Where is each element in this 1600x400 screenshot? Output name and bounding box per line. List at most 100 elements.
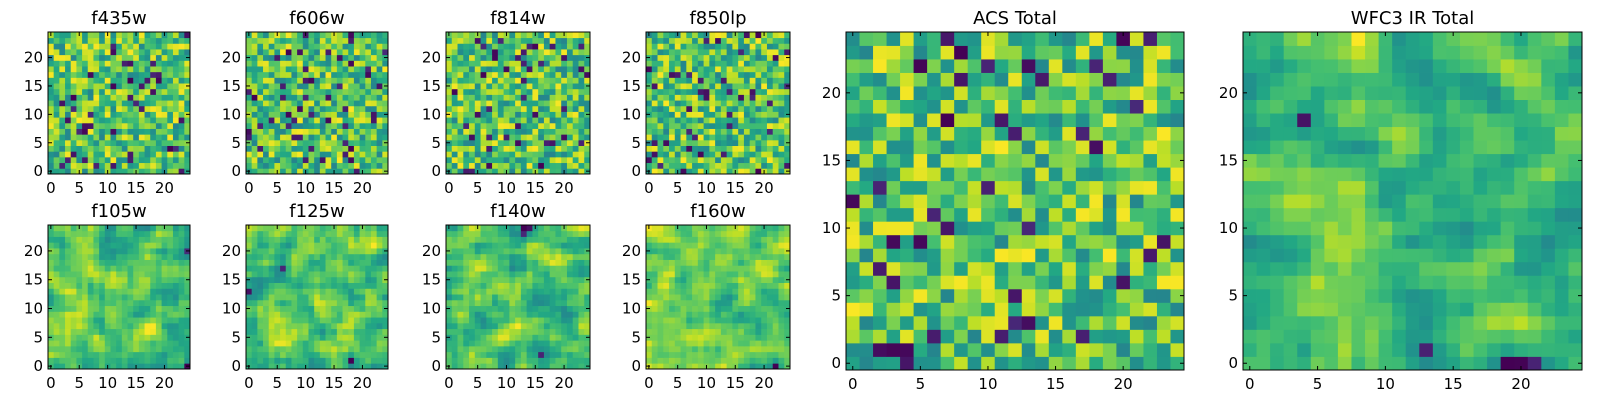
heatmap-cell: [359, 43, 366, 50]
heatmap-cell: [463, 236, 470, 243]
heatmap-cell: [291, 317, 298, 324]
heatmap-cell: [274, 94, 281, 101]
heatmap-cell: [297, 225, 304, 232]
heatmap-cell: [133, 340, 140, 347]
heatmap-cell: [382, 271, 389, 278]
heatmap-cell: [651, 311, 658, 318]
heatmap-cell: [538, 282, 545, 289]
heatmap-cell: [784, 77, 791, 84]
heatmap-cell: [566, 122, 574, 129]
heatmap-cell: [784, 345, 791, 353]
heatmap-cell: [161, 128, 168, 135]
heatmap-cell: [680, 288, 687, 295]
heatmap-cell: [70, 322, 77, 330]
heatmap-cell: [697, 71, 704, 78]
heatmap-cell: [184, 32, 191, 39]
heatmap-cell: [302, 94, 309, 101]
heatmap-cell: [76, 156, 83, 164]
heatmap-cell: [743, 363, 751, 370]
heatmap-cell: [709, 100, 716, 107]
heatmap-cell: [543, 299, 551, 307]
heatmap-cell: [184, 253, 191, 260]
heatmap-cell: [663, 317, 670, 324]
heatmap-cell: [184, 345, 191, 353]
heatmap-cell: [555, 162, 562, 169]
heatmap-cell: [87, 111, 94, 118]
heatmap-cell: [720, 128, 728, 135]
y-tick-label: 15: [24, 271, 43, 289]
heatmap-cell: [532, 88, 539, 95]
heatmap-cell: [263, 259, 270, 266]
heatmap-cell: [469, 282, 476, 289]
heatmap-cell: [697, 83, 704, 90]
heatmap-cell: [743, 43, 751, 50]
heatmap-cell: [302, 311, 309, 318]
heatmap-cell: [382, 145, 389, 152]
heatmap-cell: [457, 282, 464, 289]
heatmap-cell: [104, 311, 111, 318]
heatmap-cell: [155, 94, 162, 101]
heatmap-cell: [319, 77, 326, 84]
heatmap-cell: [116, 288, 123, 295]
heatmap-cell: [336, 134, 343, 141]
heatmap-cell: [302, 139, 309, 146]
heatmap-cell: [492, 32, 499, 39]
heatmap-cell: [336, 351, 343, 358]
heatmap-cell: [651, 105, 658, 112]
heatmap-cell: [463, 94, 470, 101]
heatmap-cell: [59, 271, 66, 278]
heatmap-cell: [578, 265, 585, 272]
heatmap-cell: [76, 162, 83, 169]
heatmap-cell: [555, 60, 562, 67]
heatmap-cell: [251, 299, 258, 307]
heatmap-cell: [325, 322, 332, 330]
heatmap-cell: [348, 322, 355, 330]
heatmap-cell: [480, 88, 487, 95]
heatmap-cell: [370, 282, 378, 289]
heatmap-cell: [155, 340, 162, 347]
heatmap-cell: [53, 248, 60, 255]
heatmap-cell: [155, 49, 162, 56]
heatmap-cell: [526, 111, 533, 118]
heatmap-cell: [365, 236, 372, 243]
heatmap-cell: [561, 49, 568, 56]
heatmap-cell: [319, 363, 326, 370]
heatmap-cell: [509, 151, 516, 158]
heatmap-cell: [59, 230, 66, 237]
heatmap-cell: [715, 105, 722, 112]
heatmap-cell: [144, 322, 151, 330]
heatmap-cell: [451, 299, 458, 307]
heatmap-cell: [53, 60, 60, 67]
heatmap-cell: [469, 43, 476, 50]
heatmap-cell: [543, 111, 551, 118]
heatmap-cell: [509, 311, 516, 318]
heatmap-cell: [155, 328, 162, 335]
heatmap-cell: [291, 66, 298, 73]
heatmap-cell: [784, 71, 791, 78]
heatmap-cell: [743, 317, 751, 324]
heatmap-cell: [285, 105, 292, 112]
heatmap-cell: [87, 276, 94, 283]
heatmap-cell: [359, 71, 366, 78]
heatmap-cell: [144, 43, 151, 50]
heatmap-cell: [99, 66, 106, 73]
heatmap-cell: [246, 236, 253, 243]
heatmap-cell: [692, 351, 699, 358]
heatmap-cell: [138, 248, 145, 255]
heatmap-cell: [331, 117, 338, 124]
heatmap-cell: [726, 317, 733, 324]
heatmap-cell: [348, 49, 355, 56]
heatmap-cell: [48, 357, 55, 364]
heatmap-cell: [314, 111, 321, 118]
heatmap-cell: [532, 288, 539, 295]
heatmap-cell: [526, 276, 533, 283]
heatmap-cell: [280, 276, 287, 283]
heatmap-cell: [104, 111, 111, 118]
heatmap-cell: [572, 363, 579, 370]
heatmap-cell: [342, 32, 349, 39]
heatmap-cell: [520, 156, 528, 164]
heatmap-cell: [348, 363, 355, 370]
heatmap-cell: [474, 317, 481, 324]
heatmap-cell: [566, 94, 574, 101]
heatmap-cell: [709, 357, 716, 364]
